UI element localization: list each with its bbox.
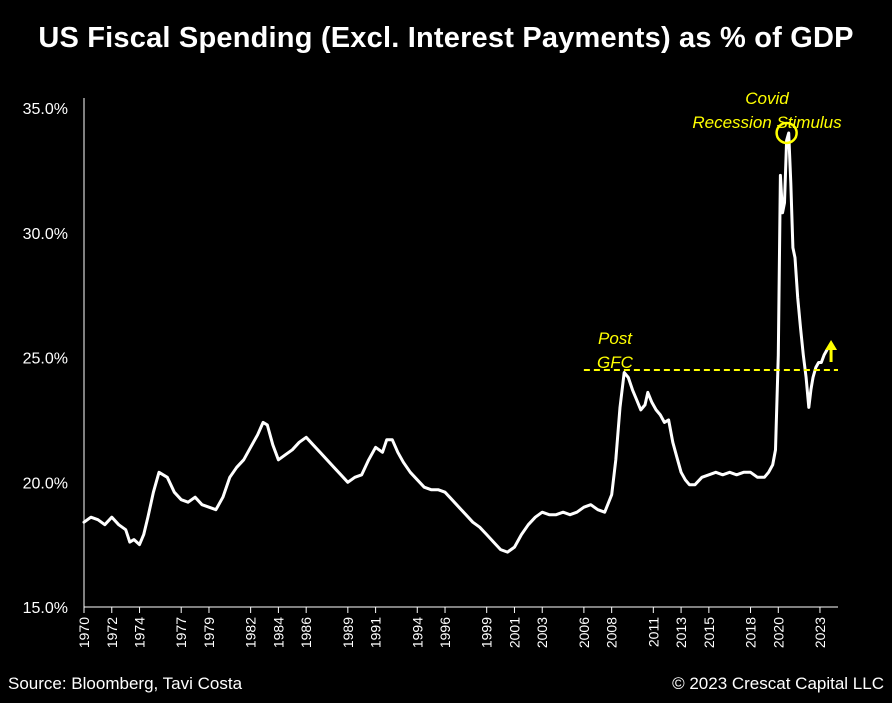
x-tick-label: 1994	[409, 617, 425, 648]
spending-series-line	[82, 131, 829, 554]
x-tick-label: 1970	[76, 617, 92, 648]
x-tick-label: 1979	[201, 617, 217, 648]
x-tick-label: 2015	[701, 617, 717, 648]
annotation-covid-stimulus-line: Recession Stimulus	[692, 113, 842, 132]
x-tick-label: 1984	[270, 617, 286, 648]
x-tick-label: 2001	[506, 617, 522, 648]
x-tick-label: 1974	[132, 617, 148, 648]
chart-title: US Fiscal Spending (Excl. Interest Payme…	[38, 22, 854, 54]
y-tick-label: 35.0%	[23, 101, 68, 118]
x-tick-label: 2008	[604, 617, 620, 648]
source-note: Source: Bloomberg, Tavi Costa	[8, 674, 243, 693]
x-tick-label: 2011	[645, 617, 661, 647]
x-tick-label: 2023	[812, 617, 828, 648]
copyright-note: © 2023 Crescat Capital LLC	[672, 674, 884, 693]
y-tick-label: 25.0%	[23, 351, 68, 368]
x-tick-label: 2013	[673, 617, 689, 648]
x-tick-label: 1991	[368, 617, 384, 648]
x-tick-label: 1977	[173, 617, 189, 648]
y-tick-label: 15.0%	[23, 600, 68, 617]
y-tick-label: 20.0%	[23, 475, 68, 492]
x-tick-label: 1996	[437, 617, 453, 648]
annotation-covid-stimulus-line: Covid	[745, 89, 789, 108]
x-tick-label: 1972	[104, 617, 120, 648]
x-tick-label: 2003	[534, 617, 550, 648]
x-tick-label: 1982	[243, 617, 259, 648]
x-tick-label: 2018	[743, 617, 759, 648]
x-tick-label: 2006	[576, 617, 592, 648]
x-tick-label: 1989	[340, 617, 356, 648]
up-arrow-head	[825, 340, 838, 350]
annotation-post-gfc-line: Post	[598, 329, 633, 348]
x-tick-label: 2020	[770, 617, 786, 648]
x-tick-label: 1986	[298, 617, 314, 648]
y-tick-label: 30.0%	[23, 226, 68, 243]
x-tick-label: 1999	[479, 617, 495, 648]
annotation-post-gfc-line: GFC	[597, 353, 634, 372]
covid-peak-circle	[775, 121, 798, 145]
